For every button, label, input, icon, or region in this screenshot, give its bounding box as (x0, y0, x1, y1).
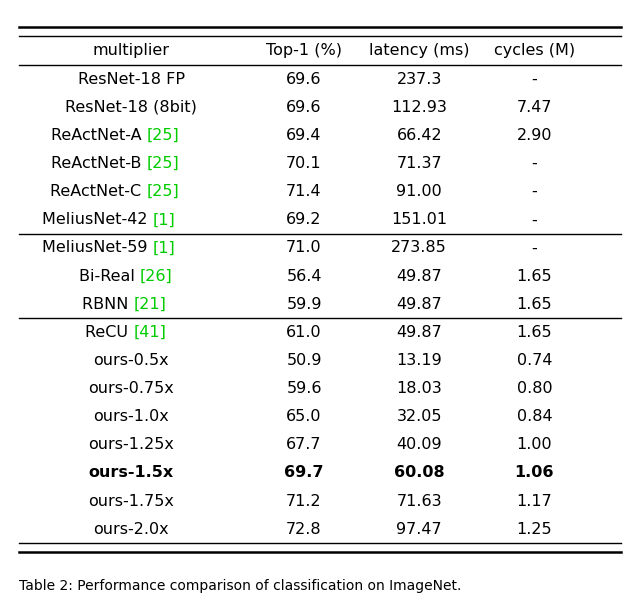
Text: 1.65: 1.65 (516, 269, 552, 284)
Text: 7.47: 7.47 (516, 100, 552, 115)
Text: [26]: [26] (140, 269, 173, 284)
Text: [25]: [25] (147, 156, 179, 171)
Text: cycles (M): cycles (M) (494, 43, 575, 58)
Text: 1.65: 1.65 (516, 325, 552, 340)
Text: 273.85: 273.85 (391, 241, 447, 255)
Text: 2.90: 2.90 (516, 128, 552, 143)
Text: 71.37: 71.37 (396, 156, 442, 171)
Text: [1]: [1] (153, 213, 176, 227)
Text: 69.7: 69.7 (284, 465, 324, 481)
Text: 69.4: 69.4 (286, 128, 322, 143)
Text: ours-1.25x: ours-1.25x (88, 437, 174, 452)
Text: [25]: [25] (147, 184, 179, 199)
Text: 13.19: 13.19 (396, 353, 442, 368)
Text: [25]: [25] (147, 128, 179, 143)
Text: [21]: [21] (133, 297, 166, 312)
Text: 69.6: 69.6 (286, 72, 322, 86)
Text: ReCU: ReCU (85, 325, 133, 340)
Text: 32.05: 32.05 (396, 409, 442, 424)
Text: [1]: [1] (153, 241, 176, 255)
Text: 1.00: 1.00 (516, 437, 552, 452)
Text: latency (ms): latency (ms) (369, 43, 470, 58)
Text: ours-0.5x: ours-0.5x (93, 353, 169, 368)
Text: RBNN: RBNN (82, 297, 133, 312)
Text: 61.0: 61.0 (286, 325, 322, 340)
Text: ReActNet-B: ReActNet-B (51, 156, 147, 171)
Text: Top-1 (%): Top-1 (%) (266, 43, 342, 58)
Text: -: - (532, 213, 537, 227)
Text: 18.03: 18.03 (396, 381, 442, 396)
Text: 237.3: 237.3 (397, 72, 442, 86)
Text: 49.87: 49.87 (396, 269, 442, 284)
Text: ReActNet-C: ReActNet-C (50, 184, 147, 199)
Text: 71.0: 71.0 (286, 241, 322, 255)
Text: 1.65: 1.65 (516, 297, 552, 312)
Text: ours-2.0x: ours-2.0x (93, 522, 169, 537)
Text: 67.7: 67.7 (286, 437, 322, 452)
Text: 66.42: 66.42 (396, 128, 442, 143)
Text: MeliusNet-42: MeliusNet-42 (42, 213, 153, 227)
Text: [41]: [41] (133, 325, 166, 340)
Text: 1.25: 1.25 (516, 522, 552, 537)
Text: 56.4: 56.4 (286, 269, 322, 284)
Text: 70.1: 70.1 (286, 156, 322, 171)
Text: -: - (532, 156, 537, 171)
Text: 151.01: 151.01 (391, 213, 447, 227)
Text: MeliusNet-59: MeliusNet-59 (42, 241, 153, 255)
Text: 71.63: 71.63 (396, 493, 442, 509)
Text: 72.8: 72.8 (286, 522, 322, 537)
Text: 71.4: 71.4 (286, 184, 322, 199)
Text: ours-1.75x: ours-1.75x (88, 493, 174, 509)
Text: 1.06: 1.06 (515, 465, 554, 481)
Text: 59.9: 59.9 (286, 297, 322, 312)
Text: 69.6: 69.6 (286, 100, 322, 115)
Text: multiplier: multiplier (93, 43, 170, 58)
Text: 112.93: 112.93 (391, 100, 447, 115)
Text: ours-1.5x: ours-1.5x (88, 465, 174, 481)
Text: Bi-Real: Bi-Real (79, 269, 140, 284)
Text: -: - (532, 241, 537, 255)
Text: ResNet-18 FP: ResNet-18 FP (77, 72, 185, 86)
Text: ours-1.0x: ours-1.0x (93, 409, 169, 424)
Text: ours-0.75x: ours-0.75x (88, 381, 174, 396)
Text: 60.08: 60.08 (394, 465, 445, 481)
Text: 97.47: 97.47 (396, 522, 442, 537)
Text: 91.00: 91.00 (396, 184, 442, 199)
Text: Table 2: Performance comparison of classification on ImageNet.: Table 2: Performance comparison of class… (19, 579, 461, 593)
Text: -: - (532, 72, 537, 86)
Text: 59.6: 59.6 (286, 381, 322, 396)
Text: 0.80: 0.80 (516, 381, 552, 396)
Text: ReActNet-A: ReActNet-A (51, 128, 147, 143)
Text: 40.09: 40.09 (396, 437, 442, 452)
Text: 0.74: 0.74 (516, 353, 552, 368)
Text: 50.9: 50.9 (286, 353, 322, 368)
Text: ResNet-18 (8bit): ResNet-18 (8bit) (65, 100, 197, 115)
Text: 69.2: 69.2 (286, 213, 322, 227)
Text: 49.87: 49.87 (396, 297, 442, 312)
Text: 0.84: 0.84 (516, 409, 552, 424)
Text: 1.17: 1.17 (516, 493, 552, 509)
Text: 65.0: 65.0 (286, 409, 322, 424)
Text: 49.87: 49.87 (396, 325, 442, 340)
Text: -: - (532, 184, 537, 199)
Text: 71.2: 71.2 (286, 493, 322, 509)
